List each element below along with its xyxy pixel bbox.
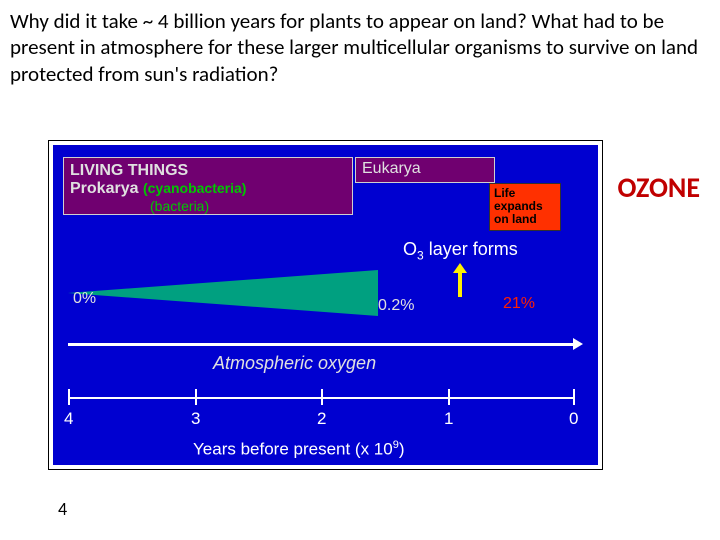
x-tick-label: 4 (64, 409, 73, 429)
x-tick-label: 2 (317, 409, 326, 429)
bacteria-label: (bacteria) (150, 198, 346, 214)
oxygen-21pct: 21% (503, 295, 535, 313)
oxygen-0pct: 0% (73, 290, 96, 308)
x-tick (321, 389, 323, 405)
o3-arrow-icon (455, 263, 465, 297)
x-tick (68, 389, 70, 405)
o3-layer-label: O3 layer forms (403, 239, 518, 263)
eukarya-box: Eukarya (355, 157, 495, 183)
diagram-frame: LIVING THINGS Prokarya (cyanobacteria) (… (48, 140, 603, 470)
oxygen-02pct: 0.2% (378, 297, 414, 315)
x-tick-label: 0 (569, 409, 578, 429)
x-axis-label: Years before present (x 109) (193, 439, 405, 460)
question-text: Why did it take ~ 4 billion years for pl… (10, 8, 710, 87)
x-tick (195, 389, 197, 405)
prokarya-box: LIVING THINGS Prokarya (cyanobacteria) (… (63, 157, 353, 215)
x-tick-label: 1 (444, 409, 453, 429)
oxygen-arrow-icon (68, 343, 573, 346)
life-expands-box: Life expands on land (489, 183, 561, 231)
x-tick-label: 3 (191, 409, 200, 429)
x-tick (573, 389, 575, 405)
x-tick (448, 389, 450, 405)
cyano-label: (cyanobacteria) (143, 180, 246, 196)
diagram: LIVING THINGS Prokarya (cyanobacteria) (… (53, 145, 598, 465)
living-things-label: LIVING THINGS (70, 162, 188, 179)
prokarya-label: Prokarya (70, 180, 139, 197)
oxygen-wedge (68, 270, 378, 316)
page-number: 4 (58, 498, 67, 520)
answer-ozone: OZONE (618, 170, 701, 205)
atmospheric-oxygen-label: Atmospheric oxygen (213, 353, 376, 374)
